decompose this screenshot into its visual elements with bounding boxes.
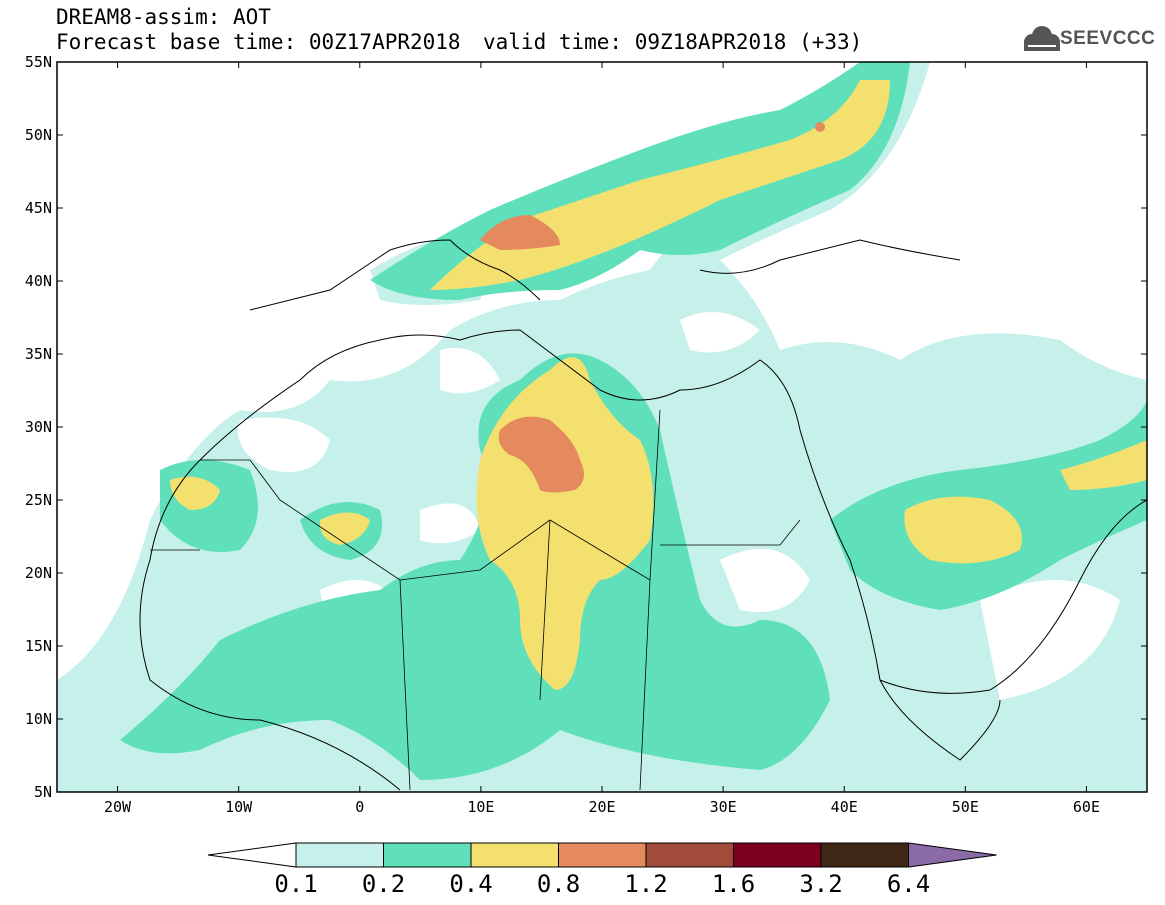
lon-label: 60E <box>1073 798 1100 816</box>
colorbar-segment <box>645 842 734 868</box>
colorbar-min-arrow <box>207 842 297 868</box>
colorbar-label: 1.2 <box>624 870 668 898</box>
colorbar-segment <box>558 842 647 868</box>
colorbar-label: 0.4 <box>449 870 493 898</box>
valid-time: valid time: 09Z18APR2018 (+33) <box>483 30 863 54</box>
aot-field <box>57 62 1147 792</box>
colorbar-segment <box>295 842 384 868</box>
lat-label: 20N <box>25 564 52 582</box>
colorbar-label: 3.2 <box>799 870 843 898</box>
forecast-base-time: Forecast base time: 00Z17APR2018 <box>56 30 461 54</box>
lat-label: 35N <box>25 345 52 363</box>
colorbar-label: 0.8 <box>536 870 581 898</box>
lon-label: 30E <box>710 798 737 816</box>
colorbar-label: 0.1 <box>274 870 318 898</box>
colorbar-label: 6.4 <box>886 870 931 898</box>
colorbar-segment <box>383 842 472 868</box>
map-title: DREAM8-assim: AOT <box>56 5 271 29</box>
lon-label: 0 <box>355 798 364 816</box>
colorbar-max-arrow <box>908 842 997 868</box>
lon-label: 20E <box>588 798 615 816</box>
aot-contour-0.8 <box>480 122 825 493</box>
lat-label: 45N <box>25 199 52 217</box>
colorbar-segment <box>470 842 559 868</box>
lat-label: 40N <box>25 272 52 290</box>
lat-label: 30N <box>25 418 52 436</box>
lat-label: 55N <box>25 53 52 71</box>
lon-axis: 20W 10W 0 10E 20E 30E 40E 50E 60E <box>104 62 1100 816</box>
lon-label: 10W <box>225 798 253 816</box>
logo-text: SEEVCCC <box>1060 28 1156 49</box>
colorbar-label: 1.6 <box>711 870 756 898</box>
lat-label: 10N <box>25 710 52 728</box>
lon-label: 20W <box>104 798 132 816</box>
colorbar-label: 0.2 <box>361 870 406 898</box>
lat-label: 50N <box>25 126 52 144</box>
lat-label: 15N <box>25 637 52 655</box>
lat-label: 25N <box>25 491 52 509</box>
lon-label: 50E <box>952 798 979 816</box>
lat-label: 5N <box>34 783 52 801</box>
cloud-icon <box>1024 26 1060 51</box>
country-borders <box>150 409 801 791</box>
colorbar-segment <box>733 842 822 868</box>
coastlines <box>139 239 1147 791</box>
lat-axis: 55N 50N 45N 40N 35N 30N 25N 20N 15N 10N 5N <box>25 53 1147 801</box>
lon-label: 10E <box>467 798 494 816</box>
colorbar <box>207 842 997 868</box>
colorbar-segment <box>820 842 909 868</box>
lon-label: 40E <box>831 798 858 816</box>
